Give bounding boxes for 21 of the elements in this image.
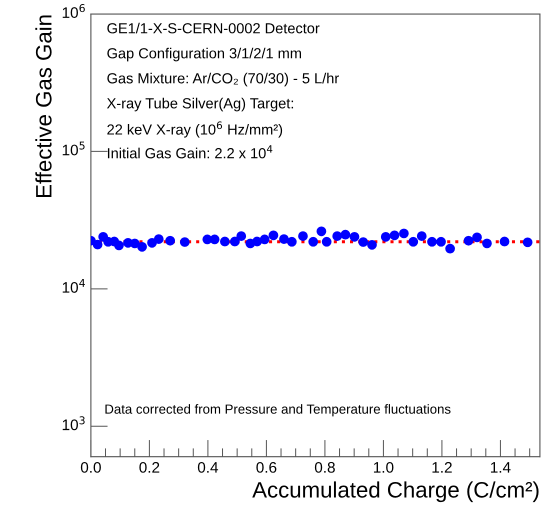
x-tick-label: 0.2	[139, 462, 160, 473]
x-tick-label: 0.4	[198, 462, 218, 473]
annotation: X-ray Tube Silver(Ag) Target:	[106, 98, 294, 112]
x-tick-label: 1.0	[374, 462, 394, 473]
x-tick-label: 0.0	[80, 462, 101, 473]
annotation: Gas Mixture: Ar/CO₂ (70/30) - 5 L/hr	[107, 72, 339, 86]
x-tick-label: 0.8	[314, 462, 335, 473]
x-tick-label: 1.2	[432, 462, 452, 473]
y-tick-label: 10$^{5}$	[62, 142, 85, 156]
annotation: GE1/1-X-S-CERN-0002 Detector	[107, 22, 320, 34]
y-tick-label: 10$^{3}$	[62, 416, 85, 430]
y-tick-label: 10$^{4}$	[62, 279, 85, 293]
annotation: 22 keV X-ray (10$^{6}$ Hz/mm²)	[107, 121, 282, 138]
y-axis-title: Effective Gas Gain	[35, 15, 52, 198]
annotation: Gap Configuration 3/1/2/1 mm	[107, 48, 301, 62]
annotation: Initial Gas Gain: 2.2 x 10$^{4}$	[108, 145, 272, 158]
x-tick-label: 1.4	[490, 462, 511, 473]
annotation: Data corrected from Pressure and Temperature fluctuations	[105, 404, 451, 416]
y-tick-label: 10$^{6}$	[62, 4, 85, 18]
x-axis-title: Accumulated Charge (C/cm²)	[252, 481, 539, 502]
x-tick-label: 0.6	[256, 462, 276, 473]
